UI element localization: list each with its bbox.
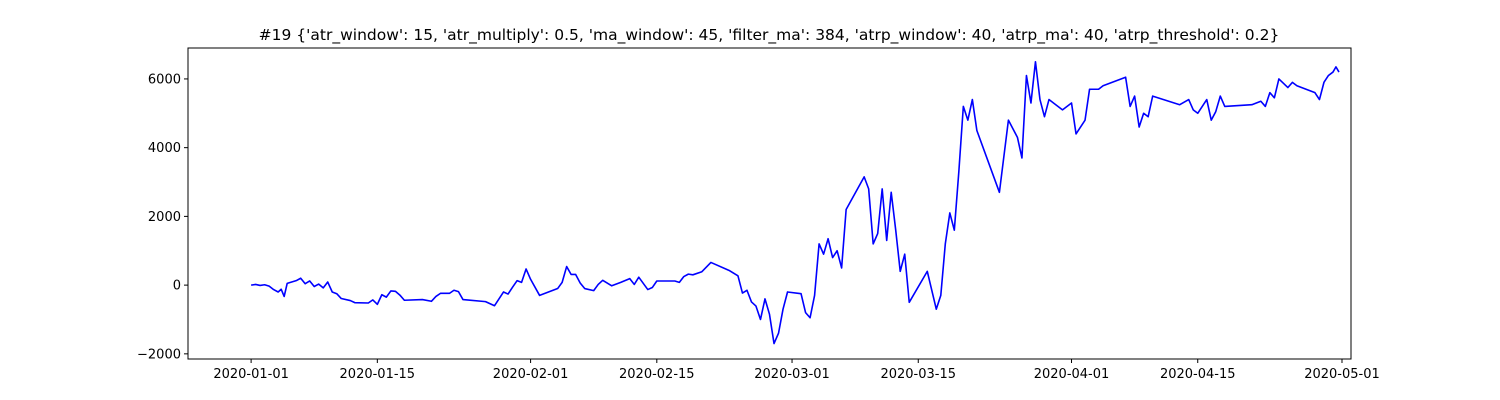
x-tick-label: 2020-03-01	[754, 367, 830, 382]
y-tick-label: 2000	[148, 210, 181, 225]
plot-frame	[187, 47, 1352, 360]
x-tick-label: 2020-01-15	[340, 367, 416, 382]
x-tick-label: 2020-03-15	[880, 367, 956, 382]
equity-curve-line	[250, 60, 1340, 345]
x-tick-label: 2020-05-01	[1304, 367, 1380, 382]
y-tick-label: 4000	[148, 141, 181, 156]
x-tick-label: 2020-02-15	[619, 367, 695, 382]
y-tick-label: 6000	[148, 72, 181, 87]
plot-area	[187, 47, 1352, 360]
y-tick-label: 0	[173, 279, 181, 294]
x-tick-label: 2020-01-01	[213, 367, 289, 382]
y-tick-label: −2000	[137, 347, 181, 362]
y-axis: −2000 0 2000 4000 6000	[137, 72, 188, 362]
x-axis: 2020-01-01 2020-01-15 2020-02-01 2020-02-15…	[213, 359, 1380, 382]
x-tick-label: 2020-04-01	[1034, 367, 1110, 382]
chart-title: #19 {'atr_window': 15, 'atr_multiply': 0…	[259, 26, 1280, 45]
x-tick-label: 2020-02-01	[493, 367, 569, 382]
x-tick-label: 2020-04-15	[1160, 367, 1236, 382]
